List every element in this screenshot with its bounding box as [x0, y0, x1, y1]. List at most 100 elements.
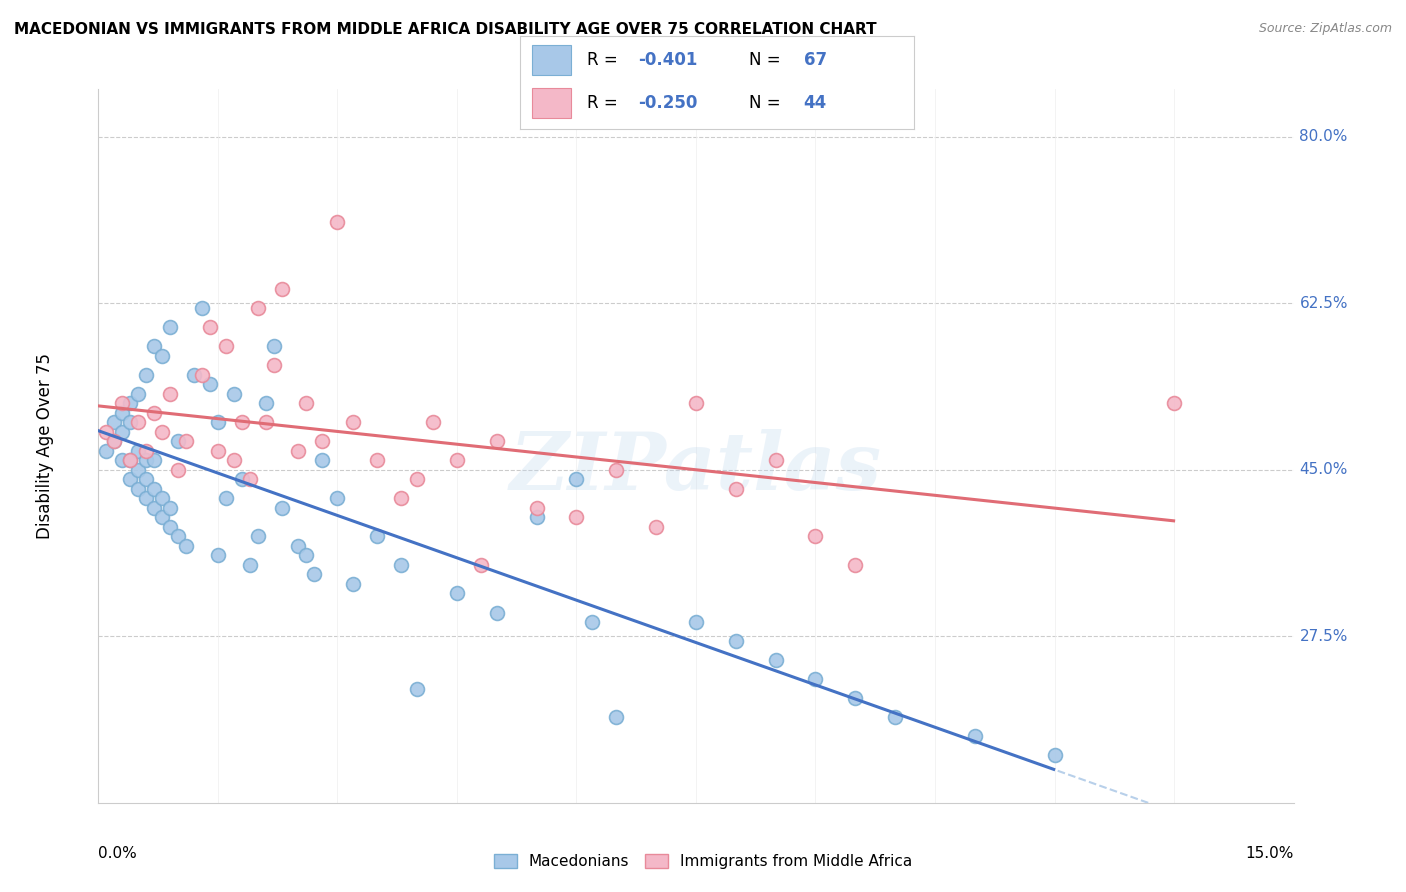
Point [239, 558, 262, 572]
Point [96, 443, 118, 458]
Point [159, 500, 181, 515]
Point [263, 358, 285, 372]
Point [159, 386, 181, 401]
Point [326, 215, 349, 229]
Point [389, 491, 412, 506]
Point [159, 320, 181, 334]
Point [844, 691, 866, 706]
Point [198, 377, 221, 392]
Point [389, 558, 412, 572]
Text: 44: 44 [804, 95, 827, 112]
Point [135, 491, 157, 506]
Point [254, 415, 277, 429]
Point [111, 396, 134, 410]
FancyBboxPatch shape [531, 88, 571, 118]
Point [246, 529, 269, 543]
Point [724, 634, 747, 648]
Point [270, 282, 292, 296]
Point [143, 406, 166, 420]
Point [222, 453, 245, 467]
Point [605, 710, 627, 724]
Point [135, 453, 157, 467]
Point [963, 729, 986, 743]
Point [150, 349, 173, 363]
Point [120, 396, 142, 410]
Point [207, 415, 229, 429]
Point [342, 415, 364, 429]
Point [581, 615, 603, 629]
Point [215, 491, 238, 506]
Text: 0.0%: 0.0% [98, 846, 138, 861]
Point [191, 301, 214, 315]
Point [191, 368, 214, 382]
Point [565, 472, 588, 486]
Point [270, 500, 292, 515]
Point [294, 396, 316, 410]
Point [198, 320, 221, 334]
Point [406, 681, 429, 696]
Point [143, 482, 166, 496]
Point [231, 472, 253, 486]
Point [294, 549, 316, 563]
Legend: Macedonians, Immigrants from Middle Africa: Macedonians, Immigrants from Middle Afri… [488, 848, 918, 875]
Point [685, 615, 707, 629]
Text: Disability Age Over 75: Disability Age Over 75 [35, 353, 53, 539]
Point [485, 434, 508, 449]
Point [884, 710, 907, 724]
Point [174, 434, 197, 449]
Point [724, 482, 747, 496]
Point [150, 491, 173, 506]
Point [342, 577, 364, 591]
Text: R =: R = [588, 51, 623, 69]
Point [263, 339, 285, 353]
Point [103, 434, 125, 449]
Point [422, 415, 444, 429]
Text: R =: R = [588, 95, 623, 112]
Point [804, 529, 827, 543]
Point [135, 472, 157, 486]
Text: -0.250: -0.250 [638, 95, 697, 112]
Point [103, 415, 125, 429]
Point [406, 472, 429, 486]
Point [167, 434, 190, 449]
Point [446, 453, 468, 467]
Text: 27.5%: 27.5% [1299, 629, 1348, 644]
Point [804, 672, 827, 686]
Point [174, 539, 197, 553]
Text: ZIPatlas: ZIPatlas [510, 429, 882, 506]
Point [366, 453, 388, 467]
Point [239, 472, 262, 486]
Point [120, 415, 142, 429]
Point [111, 425, 134, 439]
Point [127, 463, 149, 477]
Point [111, 453, 134, 467]
Point [231, 415, 253, 429]
Point [207, 443, 229, 458]
Point [167, 529, 190, 543]
Text: 67: 67 [804, 51, 827, 69]
Point [446, 586, 468, 600]
Text: 45.0%: 45.0% [1299, 462, 1348, 477]
Point [366, 529, 388, 543]
Point [311, 434, 333, 449]
Point [302, 567, 325, 582]
Point [127, 415, 149, 429]
Point [103, 434, 125, 449]
Point [311, 453, 333, 467]
FancyBboxPatch shape [531, 45, 571, 75]
Point [207, 549, 229, 563]
Point [150, 510, 173, 524]
Text: N =: N = [748, 95, 786, 112]
Point [127, 482, 149, 496]
Point [526, 510, 548, 524]
Point [183, 368, 205, 382]
Point [765, 653, 787, 667]
Text: 15.0%: 15.0% [1246, 846, 1294, 861]
Point [135, 443, 157, 458]
Point [143, 339, 166, 353]
Point [1043, 748, 1066, 763]
Point [685, 396, 707, 410]
Point [120, 472, 142, 486]
Point [254, 396, 277, 410]
Point [143, 500, 166, 515]
